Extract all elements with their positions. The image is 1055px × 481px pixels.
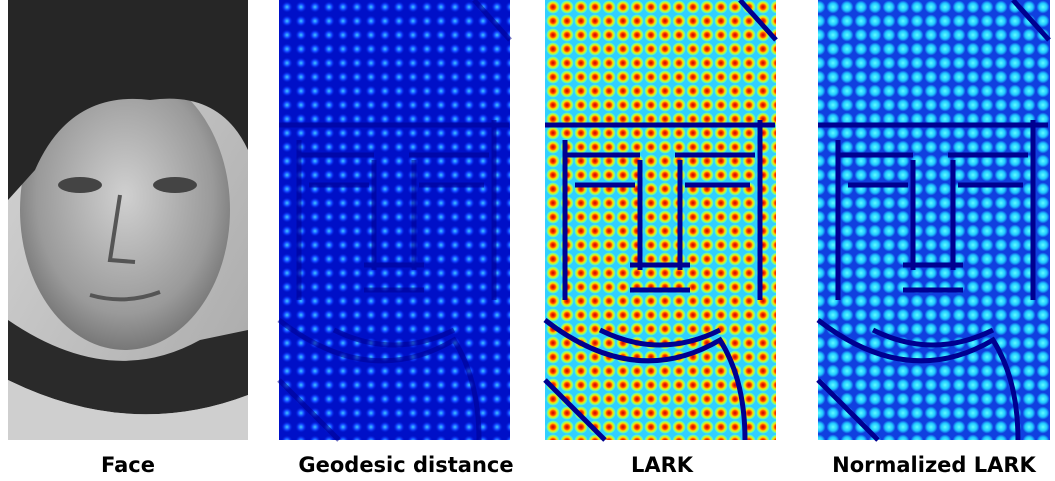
normalized-lark-map bbox=[818, 0, 1050, 440]
face-image bbox=[8, 0, 248, 440]
caption: Face bbox=[101, 453, 155, 477]
caption: Normalized LARK bbox=[832, 453, 1036, 477]
figure: Face Geodesic distance LARK Normalized L… bbox=[0, 0, 1055, 481]
caption: Geodesic distance bbox=[298, 453, 513, 477]
lark-map bbox=[545, 0, 776, 440]
geodesic-map bbox=[279, 0, 510, 440]
page: Face Geodesic distance LARK Normalized L… bbox=[0, 0, 1055, 481]
caption: LARK bbox=[631, 453, 694, 477]
